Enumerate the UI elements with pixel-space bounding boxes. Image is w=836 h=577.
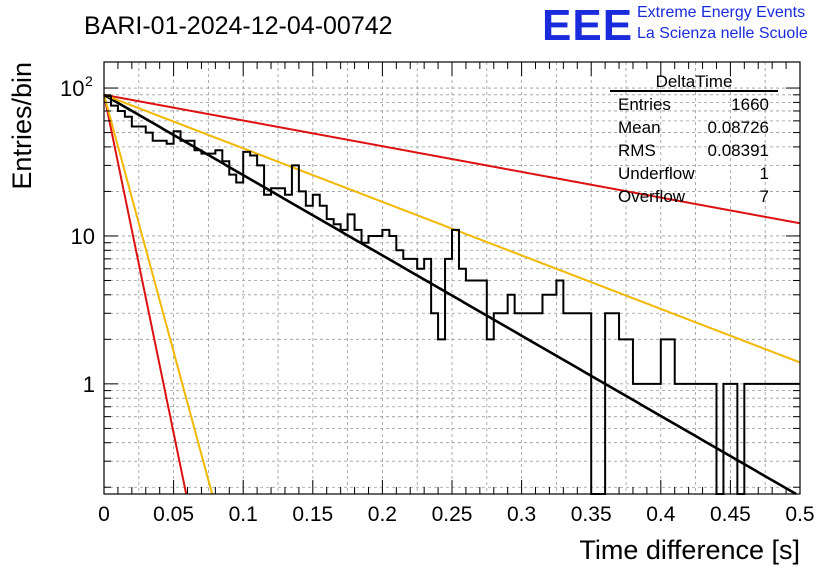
stats-label-entries: Entries bbox=[618, 95, 671, 114]
x-tick-label: 0 bbox=[98, 503, 110, 526]
x-tick-label: 0.05 bbox=[153, 503, 194, 526]
x-tick-label: 0.4 bbox=[646, 503, 676, 526]
x-tick-labels: 0 0.05 0.1 0.15 0.2 0.25 0.3 0.35 0.4 0.45 0.5 bbox=[98, 503, 814, 526]
x-tick-label: 0.1 bbox=[229, 503, 258, 526]
x-tick-label: 0.45 bbox=[710, 503, 751, 526]
stats-label-underflow: Underflow bbox=[618, 164, 695, 183]
eee-logo: EEE bbox=[542, 1, 633, 50]
stats-value-entries: 1660 bbox=[731, 95, 769, 114]
stats-label-rms: RMS bbox=[618, 141, 656, 160]
stats-value-mean: 0.08726 bbox=[708, 118, 769, 137]
logo-line-1: Extreme Energy Events bbox=[637, 4, 805, 21]
y-tick-label: 10 bbox=[71, 224, 95, 249]
x-tick-label: 0.15 bbox=[292, 503, 333, 526]
y-tick-exponent: 2 bbox=[85, 73, 93, 89]
x-axis-title: Time difference [s] bbox=[579, 535, 800, 565]
stats-value-overflow: 7 bbox=[760, 187, 769, 206]
x-tick-label: 0.35 bbox=[571, 503, 612, 526]
histogram-step-line bbox=[104, 95, 800, 495]
y-axis-title: Entries/bin bbox=[7, 62, 37, 190]
x-tick-label: 0.25 bbox=[432, 503, 473, 526]
fit-curves bbox=[103, 93, 801, 496]
stats-value-rms: 0.08391 bbox=[708, 141, 769, 160]
fit-curve-upper-yellow bbox=[103, 93, 801, 364]
fit-curve-upper-red bbox=[103, 93, 801, 225]
stats-label-overflow: Overflow bbox=[618, 187, 686, 206]
stats-box: DeltaTime Entries 1660 Mean 0.08726 RMS … bbox=[610, 72, 778, 206]
fit-curve-steep-red bbox=[103, 94, 188, 495]
stats-title: DeltaTime bbox=[656, 72, 733, 91]
stats-label-mean: Mean bbox=[618, 118, 661, 137]
run-title: BARI-01-2024-12-04-00742 bbox=[84, 12, 393, 40]
x-tick-label: 0.2 bbox=[368, 503, 397, 526]
y-tick-label: 1 bbox=[83, 372, 95, 397]
x-tick-label: 0.3 bbox=[507, 503, 536, 526]
axis-ticks bbox=[103, 62, 801, 494]
fit-curve-steep-yellow bbox=[103, 94, 214, 495]
y-tick-label: 10 bbox=[60, 76, 84, 101]
fit-curve-main-fit bbox=[103, 93, 797, 496]
logo-line-2: La Scienza nelle Scuole bbox=[637, 25, 808, 42]
histogram bbox=[104, 95, 800, 495]
x-tick-label: 0.5 bbox=[785, 503, 814, 526]
stats-value-underflow: 1 bbox=[760, 164, 769, 183]
